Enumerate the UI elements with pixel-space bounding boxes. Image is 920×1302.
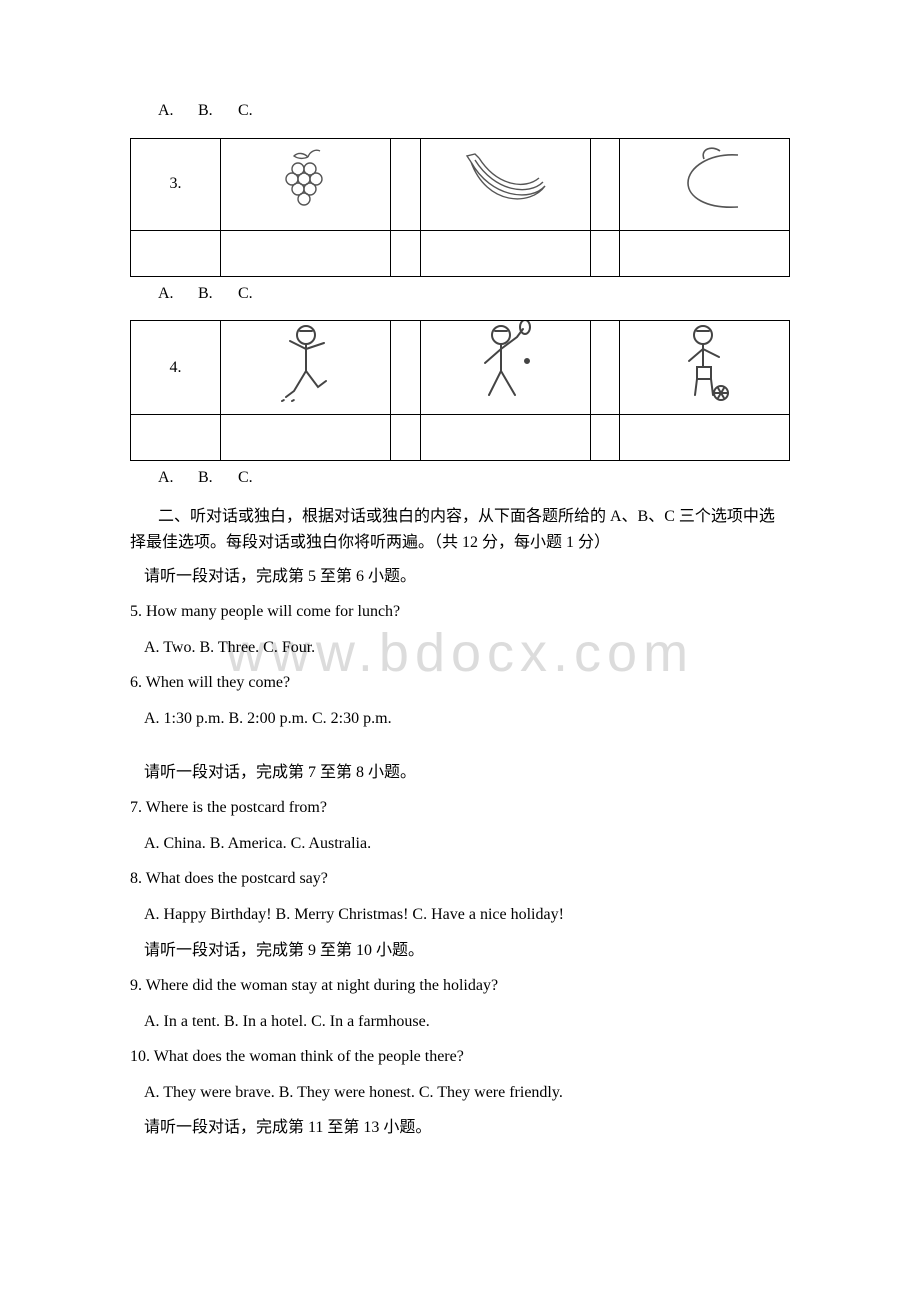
q3-ans-3 (391, 230, 421, 276)
apple-half-icon (670, 147, 740, 222)
q4-img-c (620, 321, 790, 415)
table-q3: 3. (130, 138, 790, 277)
opt-a: A. (158, 465, 194, 491)
grapes-icon (274, 147, 338, 222)
q4-img-b (420, 321, 590, 415)
stickman-tennis-icon (473, 321, 537, 414)
q3-img-c (620, 138, 790, 230)
q3-gap-bc (590, 138, 620, 230)
q4-gap-ab (391, 321, 421, 415)
q9-opts: A. In a tent. B. In a hotel. C. In a far… (130, 1009, 790, 1035)
section2-seg3: 请听一段对话，完成第 9 至第 10 小题。 (130, 938, 790, 964)
q4-ans-1 (131, 414, 221, 460)
table-q4: 4. (130, 320, 790, 461)
abc-row-q4: A. B. C. (130, 465, 790, 491)
q9-stem: 9. Where did the woman stay at night dur… (130, 973, 790, 999)
table-row (131, 230, 790, 276)
section2-seg1: 请听一段对话，完成第 5 至第 6 小题。 (130, 564, 790, 590)
q4-ans-3 (391, 414, 421, 460)
table-row: 3. (131, 138, 790, 230)
q3-ans-5 (590, 230, 620, 276)
opt-c: C. (238, 465, 274, 491)
section2-seg2: 请听一段对话，完成第 7 至第 8 小题。 (130, 760, 790, 786)
q5-stem: 5. How many people will come for lunch? (130, 599, 790, 625)
opt-a: A. (158, 281, 194, 307)
q4-ans-5 (590, 414, 620, 460)
section2-intro: 二、听对话或独白，根据对话或独白的内容，从下面各题所给的 A、B、C 三个选项中… (130, 504, 790, 555)
q4-img-a (221, 321, 391, 415)
q4-ans-2 (221, 414, 391, 460)
opt-b: B. (198, 281, 234, 307)
q3-img-b (420, 138, 590, 230)
section2-seg4: 请听一段对话，完成第 11 至第 13 小题。 (130, 1115, 790, 1141)
q10-stem: 10. What does the woman think of the peo… (130, 1044, 790, 1070)
q3-ans-1 (131, 230, 221, 276)
opt-c: C. (238, 281, 274, 307)
stickman-football-icon (673, 321, 737, 414)
q8-opts: A. Happy Birthday! B. Merry Christmas! C… (130, 902, 790, 928)
q3-ans-4 (420, 230, 590, 276)
q7-opts: A. China. B. America. C. Australia. (130, 831, 790, 857)
q5-opts: A. Two. B. Three. C. Four. (130, 635, 790, 661)
q10-opts: A. They were brave. B. They were honest.… (130, 1080, 790, 1106)
opt-c: C. (238, 98, 274, 124)
q6-stem: 6. When will they come? (130, 670, 790, 696)
q4-number-cell: 4. (131, 321, 221, 415)
opt-b: B. (198, 98, 234, 124)
q3-img-a (221, 138, 391, 230)
q3-number-cell: 3. (131, 138, 221, 230)
bananas-icon (461, 150, 549, 219)
abc-row-q2: A. B. C. (130, 98, 790, 124)
abc-row-q3: A. B. C. (130, 281, 790, 307)
q8-stem: 8. What does the postcard say? (130, 866, 790, 892)
stickman-dance-icon (276, 321, 336, 414)
q3-ans-6 (620, 230, 790, 276)
q3-ans-2 (221, 230, 391, 276)
opt-a: A. (158, 98, 194, 124)
q4-gap-bc (590, 321, 620, 415)
opt-b: B. (198, 465, 234, 491)
document-content: A. B. C. 3. (130, 98, 790, 1141)
q6-opts: A. 1:30 p.m. B. 2:00 p.m. C. 2:30 p.m. (130, 706, 790, 732)
q7-stem: 7. Where is the postcard from? (130, 795, 790, 821)
q4-ans-4 (420, 414, 590, 460)
table-row (131, 414, 790, 460)
q4-ans-6 (620, 414, 790, 460)
q3-gap-ab (391, 138, 421, 230)
table-row: 4. (131, 321, 790, 415)
